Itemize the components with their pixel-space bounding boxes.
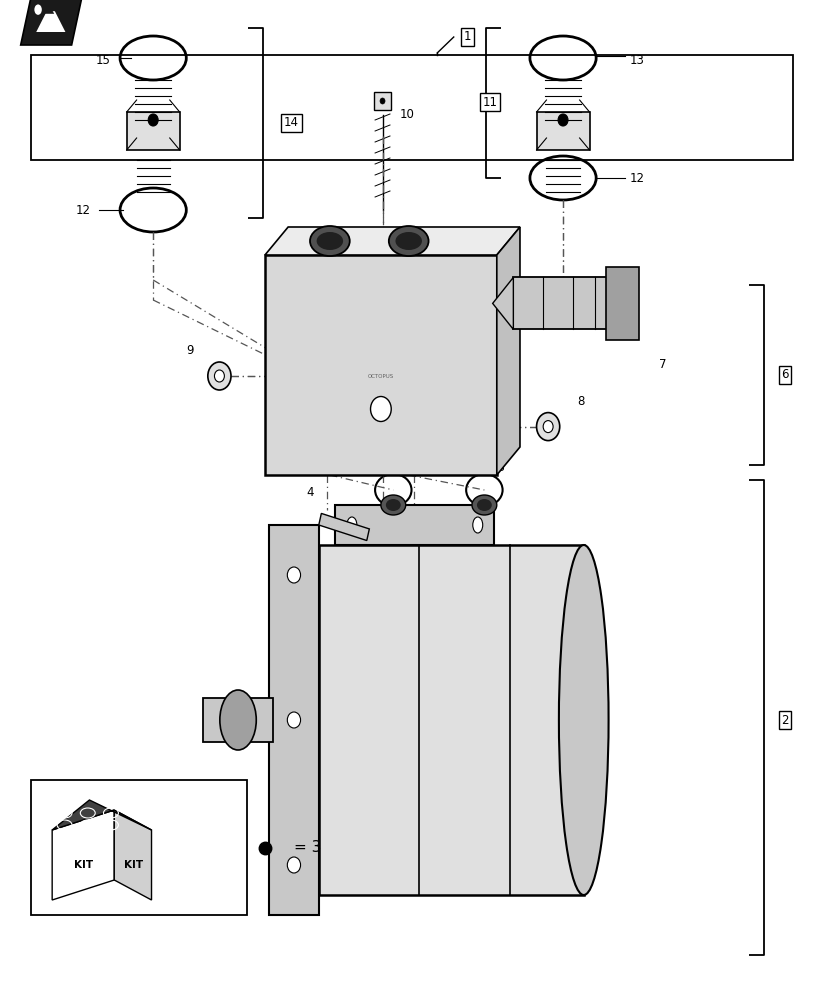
Ellipse shape [472, 517, 482, 533]
Bar [605, 267, 638, 340]
Ellipse shape [380, 495, 405, 515]
Ellipse shape [370, 396, 391, 422]
Ellipse shape [208, 362, 231, 390]
Bar [374, 92, 390, 110]
Polygon shape [52, 800, 151, 830]
Text: 12: 12 [629, 172, 644, 184]
Ellipse shape [543, 421, 552, 433]
Text: 6: 6 [780, 368, 788, 381]
Bar [513, 277, 609, 329]
Text: KIT: KIT [123, 860, 143, 870]
Text: = 3: = 3 [294, 840, 321, 855]
Bar [31, 55, 792, 160]
Polygon shape [492, 277, 513, 329]
Bar [203, 698, 273, 742]
Ellipse shape [219, 690, 256, 750]
Text: 5: 5 [497, 463, 504, 473]
Text: 2: 2 [780, 714, 788, 726]
Bar [31, 780, 246, 915]
Polygon shape [21, 0, 83, 45]
Ellipse shape [287, 857, 300, 873]
Ellipse shape [395, 232, 422, 250]
Polygon shape [265, 227, 519, 255]
Ellipse shape [287, 712, 300, 728]
Ellipse shape [557, 114, 567, 126]
Text: 13: 13 [629, 53, 644, 66]
Ellipse shape [536, 413, 559, 441]
Bar [265, 255, 496, 475]
Text: KIT: KIT [74, 860, 93, 870]
Ellipse shape [35, 4, 41, 15]
Polygon shape [114, 810, 151, 900]
Ellipse shape [380, 98, 385, 104]
Text: OCTOPUS: OCTOPUS [367, 373, 394, 378]
Bar [536, 112, 589, 150]
Ellipse shape [471, 495, 496, 515]
Text: 11: 11 [482, 96, 497, 108]
Ellipse shape [214, 370, 224, 382]
Bar [318, 513, 369, 541]
Ellipse shape [476, 499, 491, 511]
Text: 9: 9 [186, 344, 194, 358]
Ellipse shape [385, 499, 400, 511]
Ellipse shape [389, 226, 428, 256]
Text: 14: 14 [284, 116, 299, 129]
Text: 8: 8 [577, 395, 584, 408]
Text: 15: 15 [96, 53, 111, 66]
Ellipse shape [558, 545, 608, 895]
Text: 5: 5 [373, 463, 380, 473]
Bar [335, 505, 494, 545]
Ellipse shape [309, 226, 349, 256]
Ellipse shape [148, 114, 158, 126]
Ellipse shape [316, 232, 342, 250]
Text: 10: 10 [399, 108, 414, 121]
Text: 7: 7 [657, 359, 666, 371]
Ellipse shape [347, 517, 356, 533]
Bar [269, 525, 318, 915]
Text: 4: 4 [306, 487, 314, 499]
Polygon shape [40, 1, 55, 14]
Polygon shape [496, 227, 519, 475]
Polygon shape [52, 810, 114, 900]
Ellipse shape [287, 567, 300, 583]
Bar [127, 112, 179, 150]
Bar [318, 545, 583, 895]
Text: 1: 1 [463, 30, 471, 43]
Polygon shape [36, 11, 65, 32]
Text: 12: 12 [75, 204, 90, 217]
